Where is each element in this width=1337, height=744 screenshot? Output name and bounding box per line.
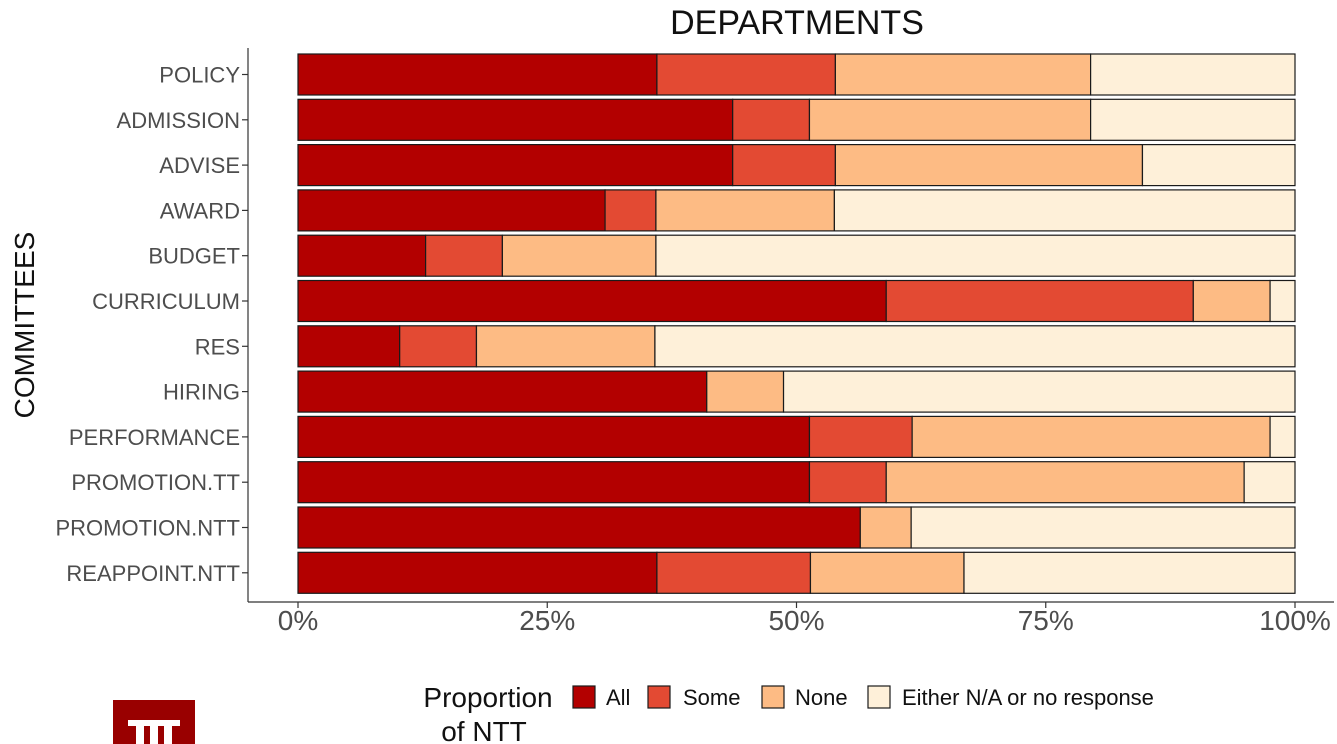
legend-title-line-2: of NTT — [441, 716, 527, 744]
bar-hiring-none — [706, 370, 785, 413]
y-tick-label: PROMOTION.NTT — [55, 516, 240, 541]
bar-award-some — [604, 189, 657, 232]
bar-reappoint-ntt-none — [809, 551, 965, 594]
x-tick-label: 100% — [1259, 605, 1331, 636]
bar-hiring-either-n-a-or-no-response — [782, 370, 1296, 413]
y-tick-label: ADVISE — [159, 153, 240, 178]
y-tick-label: CURRICULUM — [92, 289, 240, 314]
bar-performance-none — [911, 415, 1271, 458]
bar-admission-all — [297, 98, 734, 141]
chart-title: DEPARTMENTS — [670, 4, 924, 42]
legend-label-some: Some — [683, 685, 740, 710]
bar-budget-all — [297, 234, 427, 277]
y-ticks-layer: POLICY ADMISSION ADVISE AWARD BUDGET CURRICUL… — [55, 63, 248, 586]
legend-label-either-n-a-or-no-response: Either N/A or no response — [902, 685, 1154, 710]
x-tick-label: 75% — [1018, 605, 1074, 636]
legend-swatch-none — [761, 685, 785, 709]
bar-res-either-n-a-or-no-response — [654, 325, 1296, 368]
bar-promotion-tt-all — [297, 461, 811, 504]
bar-policy-all — [297, 53, 658, 96]
y-axis-label: COMMITTEES — [9, 232, 40, 419]
bar-curriculum-none — [1192, 279, 1271, 323]
x-ticks-layer: 0% 25% 50% 75% 100% — [278, 602, 1331, 636]
bar-curriculum-some — [885, 279, 1194, 323]
bar-curriculum-either-n-a-or-no-response — [1269, 279, 1296, 323]
legend-label-none: None — [795, 685, 848, 710]
bar-res-some — [399, 325, 478, 368]
trident-logo — [113, 700, 195, 744]
bar-award-all — [297, 189, 606, 232]
bar-policy-either-n-a-or-no-response — [1090, 53, 1296, 96]
y-tick-label: PROMOTION.TT — [71, 470, 240, 495]
legend: Proportion of NTT All Some None Either N/A … — [423, 682, 1154, 744]
y-tick-label: POLICY — [159, 63, 240, 88]
y-tick-label: REAPPOINT.NTT — [66, 561, 240, 586]
y-tick-label: RES — [195, 334, 240, 359]
y-tick-label: AWARD — [160, 198, 240, 223]
legend-swatch-either-n-a-or-no-response — [867, 685, 891, 709]
bar-advise-none — [834, 144, 1144, 187]
bar-admission-either-n-a-or-no-response — [1090, 98, 1296, 141]
bar-advise-either-n-a-or-no-response — [1141, 144, 1296, 187]
x-tick-label: 50% — [768, 605, 824, 636]
bar-performance-all — [297, 415, 811, 458]
bar-curriculum-all — [297, 279, 887, 323]
bar-policy-none — [834, 53, 1092, 96]
bar-award-none — [655, 189, 835, 232]
bar-advise-some — [732, 144, 836, 187]
bar-hiring-all — [297, 370, 708, 413]
bar-reappoint-ntt-either-n-a-or-no-response — [963, 551, 1296, 594]
bar-performance-some — [808, 415, 913, 458]
bar-budget-either-n-a-or-no-response — [655, 234, 1296, 277]
y-tick-label: ADMISSION — [117, 108, 240, 133]
y-tick-label: HIRING — [163, 380, 240, 405]
bar-promotion-tt-none — [885, 461, 1245, 504]
bars-layer — [297, 53, 1296, 594]
legend-swatch-some — [647, 685, 671, 709]
y-tick-label: BUDGET — [148, 244, 240, 269]
x-tick-label: 0% — [278, 605, 318, 636]
bar-promotion-ntt-none — [859, 506, 912, 549]
x-tick-label: 25% — [519, 605, 575, 636]
bar-budget-some — [425, 234, 503, 277]
bar-award-either-n-a-or-no-response — [833, 189, 1296, 232]
bar-advise-all — [297, 144, 734, 187]
bar-promotion-tt-some — [808, 461, 887, 504]
legend-swatch-all — [572, 685, 596, 709]
bar-reappoint-ntt-all — [297, 551, 658, 594]
bar-promotion-tt-either-n-a-or-no-response — [1243, 461, 1296, 504]
bar-promotion-ntt-all — [297, 506, 861, 549]
bar-reappoint-ntt-some — [656, 551, 812, 594]
bar-promotion-ntt-either-n-a-or-no-response — [910, 506, 1296, 549]
bar-admission-some — [732, 98, 811, 141]
bar-performance-either-n-a-or-no-response — [1269, 415, 1296, 458]
legend-title-line-1: Proportion — [423, 682, 552, 713]
logo-trident-shape — [128, 720, 180, 744]
bar-res-none — [475, 325, 656, 368]
bar-res-all — [297, 325, 401, 368]
y-tick-label: PERFORMANCE — [69, 425, 240, 450]
bar-admission-none — [808, 98, 1092, 141]
bar-budget-none — [501, 234, 657, 277]
legend-label-all: All — [606, 685, 630, 710]
bar-policy-some — [656, 53, 836, 96]
